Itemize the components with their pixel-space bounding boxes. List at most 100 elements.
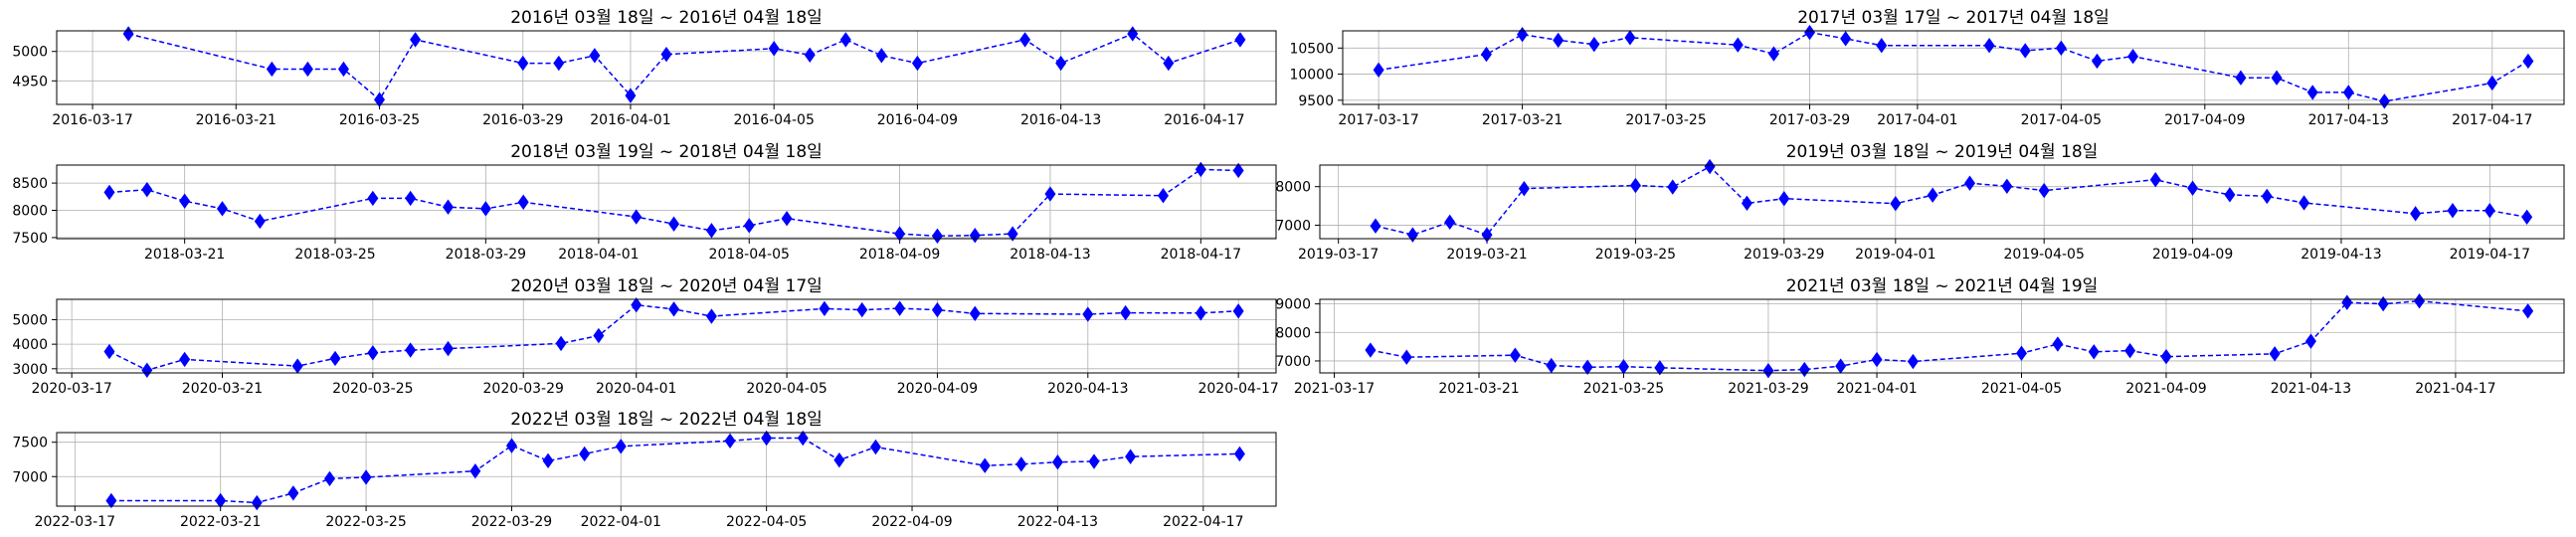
x-tick-label: 2019-03-29 [1744,247,1824,263]
data-point [323,470,335,487]
x-tick-label: 2020-03-25 [332,381,413,397]
data-point [1195,161,1206,178]
data-point [2269,346,2281,362]
data-point [443,199,455,215]
data-point [291,358,303,374]
x-tick-label: 2017-03-29 [1769,112,1850,128]
data-point [215,492,227,509]
data-point [833,451,845,468]
data-point [555,335,567,352]
x-tick-label: 2022-04-17 [1163,514,1243,530]
x-tick-label: 2022-04-01 [581,514,661,530]
data-point [1233,446,1245,462]
data-point [1234,32,1246,48]
data-point [1617,359,1629,375]
y-tick-label: 7000 [12,469,48,485]
x-tick-label: 2019-04-01 [1855,247,1935,263]
data-point [797,430,809,447]
data-point [1195,305,1206,321]
data-point [589,48,601,64]
x-tick-label: 2016-04-01 [590,112,670,128]
data-point [2522,53,2534,70]
y-tick-label: 7500 [12,231,48,247]
data-point [103,343,115,360]
data-point [1444,214,1456,231]
data-point [2484,203,2495,219]
data-point [505,438,517,453]
axes-frame [1319,164,2565,240]
x-tick-label: 2017-04-09 [2164,112,2245,128]
data-point [1370,218,1381,234]
data-point [1517,26,1529,43]
data-point [141,181,153,198]
data-point [2124,342,2136,359]
chart-panel-4: 2019년 03월 18일 ~ 2019년 04월 18일 2019-03-17 2… [1275,142,2565,263]
data-point [217,201,228,217]
chart-title: 2019년 03월 18일 ~ 2019년 04월 18일 [1786,142,2099,162]
x-tick-label: 2021-04-05 [1981,381,2062,397]
data-point [1055,55,1067,72]
data-point [469,463,481,479]
series-line [1370,299,2528,372]
data-point [266,61,277,78]
data-point [2187,180,2199,196]
x-tick-label: 2020-04-05 [746,381,827,397]
x-tick-label: 2017-04-05 [2021,112,2102,128]
data-point [360,469,372,485]
data-point [1127,26,1139,42]
x-tick-label: 2019-04-05 [2004,247,2085,263]
chart-title: 2016년 03월 18일 ~ 2016년 04월 18일 [510,8,823,28]
data-point [337,61,349,78]
data-point [1804,24,1816,41]
data-point [105,492,117,509]
data-point [1007,226,1018,242]
x-tick-label: 2016-03-29 [482,112,563,128]
data-point [819,300,830,317]
data-point [631,296,643,313]
data-point [179,193,191,209]
data-point [141,362,153,378]
series-line [1375,165,2527,236]
y-tick-label: 10000 [1289,68,1334,84]
data-point [2224,187,2236,203]
data-point [1964,175,1975,191]
x-tick-label: 2021-03-17 [1294,381,1375,397]
data-point [931,301,943,318]
data-point [1232,303,1244,319]
data-point [911,55,923,72]
data-point [2378,93,2390,109]
data-point [1480,46,1492,63]
data-point [1741,195,1752,212]
x-tick-label: 2020-03-17 [31,381,111,397]
data-point [875,48,887,64]
x-tick-label: 2018-03-29 [446,247,526,263]
x-tick-label: 2019-04-17 [2450,247,2530,263]
data-point [724,433,736,448]
data-point [593,327,605,344]
y-tick-label: 8500 [12,176,48,192]
data-point [374,91,386,107]
x-tick-label: 2017-04-13 [2308,112,2389,128]
data-point [1120,304,1132,321]
data-point [1406,227,1418,243]
data-point [2001,178,2013,194]
axes-frame [56,432,1277,507]
y-tick-label: 8000 [1275,325,1311,341]
data-point [625,88,637,103]
data-point [2160,348,2172,365]
chart-panel-5: 2020년 03월 18일 ~ 2020년 04월 17일 2020-03-17 2… [12,276,1278,397]
series-line [108,303,1239,372]
y-tick-label: 7000 [1275,354,1311,370]
data-point [1629,177,1641,194]
x-tick-label: 2018-04-09 [859,247,940,263]
x-tick-label: 2020-03-21 [182,381,263,397]
data-point [839,32,851,48]
x-tick-label: 2017-03-21 [1482,112,1563,128]
x-tick-label: 2022-03-21 [180,514,261,530]
data-point [2055,40,2067,57]
data-point [1732,37,1744,53]
x-tick-label: 2016-04-13 [1020,112,1101,128]
data-point [2486,75,2498,91]
y-tick-label: 5000 [12,45,48,61]
